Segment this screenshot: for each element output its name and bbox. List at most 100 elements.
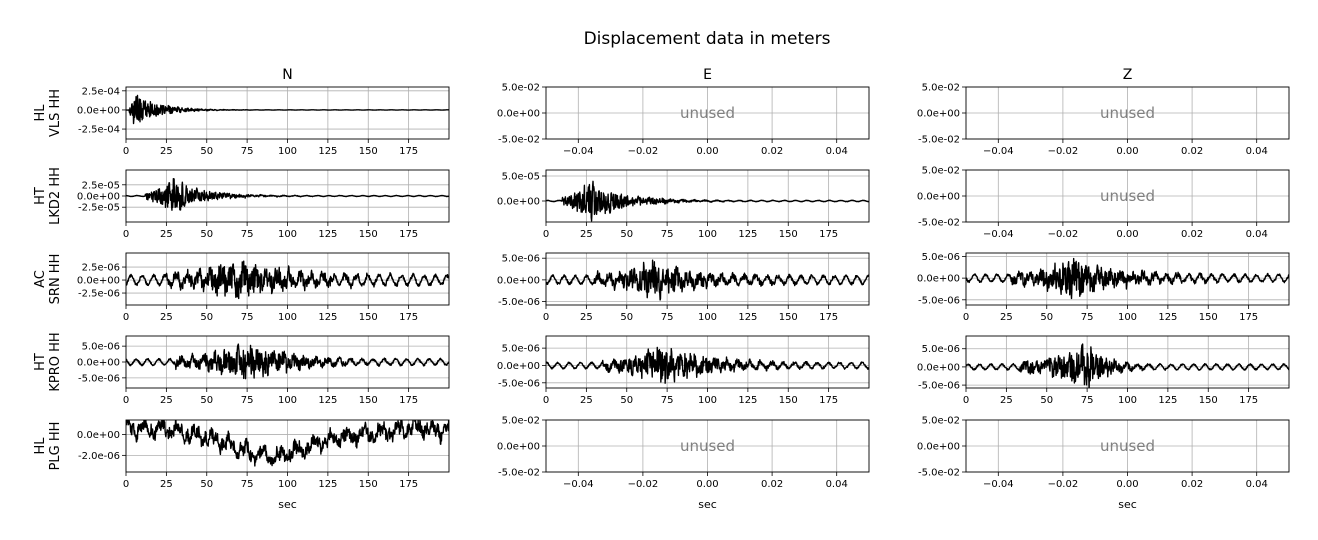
x-tick-label: 175 bbox=[819, 312, 838, 323]
x-tick-label: 125 bbox=[1158, 312, 1177, 323]
x-tick-label: 175 bbox=[1239, 312, 1258, 323]
x-tick-label: 0.02 bbox=[761, 146, 783, 157]
x-tick-label: 175 bbox=[399, 395, 418, 406]
y-tick-label: -2.5e-05 bbox=[78, 203, 120, 214]
panel-ac-srn-hh-n: 0 25 50 75 100 125 150 175 2.5e-06 0.0e+00 -2.5e-0… bbox=[77, 252, 450, 323]
x-tick-label: 125 bbox=[1158, 395, 1177, 406]
x-tick-label: −0.04 bbox=[983, 146, 1014, 157]
x-tick-label: 50 bbox=[620, 312, 633, 323]
x-tick-label: 75 bbox=[661, 229, 674, 240]
x-tick-label: 100 bbox=[278, 146, 297, 157]
y-tick-label: 0.0e+00 bbox=[77, 358, 120, 369]
x-tick-label: 125 bbox=[738, 312, 757, 323]
x-tick-label: 0.02 bbox=[761, 479, 783, 490]
x-tick-label: 175 bbox=[819, 395, 838, 406]
x-tick-label: 0.02 bbox=[1181, 229, 1203, 240]
x-tick-label: −0.02 bbox=[1048, 146, 1079, 157]
waveform-line bbox=[126, 94, 449, 125]
y-tick-label: 5.0e-02 bbox=[502, 83, 540, 94]
panel-ht-kpro-hh-z: 0 25 50 75 100 125 150 175 5.0e-06 0.0e+00 -5.0e-0… bbox=[917, 335, 1290, 406]
y-tick-label: 2.5e-04 bbox=[82, 86, 120, 97]
x-tick-label: 25 bbox=[160, 312, 173, 323]
x-tick-label: 125 bbox=[318, 395, 337, 406]
x-tick-label: 50 bbox=[200, 395, 213, 406]
x-tick-label: 50 bbox=[200, 146, 213, 157]
x-tick-label: 0.00 bbox=[1116, 229, 1138, 240]
y-tick-label: 5.0e-02 bbox=[922, 83, 960, 94]
y-tick-label: 0.0e+00 bbox=[77, 430, 120, 441]
x-tick-label: 175 bbox=[399, 479, 418, 490]
x-tick-label: 75 bbox=[1081, 312, 1094, 323]
y-tick-label: -5.0e-02 bbox=[498, 135, 540, 146]
y-tick-label: -5.0e-02 bbox=[918, 135, 960, 146]
row-label-line: HL bbox=[33, 104, 48, 122]
x-tick-label: 25 bbox=[1000, 395, 1013, 406]
x-tick-label: 125 bbox=[318, 479, 337, 490]
y-tick-label: -5.0e-06 bbox=[498, 378, 540, 389]
y-tick-label: 2.5e-06 bbox=[82, 263, 120, 274]
x-tick-label: 0.02 bbox=[1181, 479, 1203, 490]
x-tick-label: 50 bbox=[620, 395, 633, 406]
x-tick-label: 150 bbox=[359, 146, 378, 157]
x-tick-label: 125 bbox=[738, 229, 757, 240]
y-tick-label: -2.5e-06 bbox=[78, 289, 120, 300]
figure-title: Displacement data in meters bbox=[584, 29, 831, 49]
x-tick-label: 50 bbox=[200, 479, 213, 490]
x-tick-label: 75 bbox=[241, 395, 254, 406]
waveform-line bbox=[126, 420, 449, 467]
panel-ht-lkd2-hh-z: unused −0.04 −0.02 0.00 0.02 0.04 5.0e-02 0.0e+… bbox=[917, 166, 1290, 240]
y-tick-label: -5.0e-06 bbox=[918, 381, 960, 392]
x-tick-label: 125 bbox=[318, 229, 337, 240]
x-tick-label: 100 bbox=[278, 312, 297, 323]
waveform-line bbox=[126, 260, 449, 300]
waveform-line bbox=[966, 257, 1289, 300]
panel-ac-srn-hh-z: 0 25 50 75 100 125 150 175 5.0e-06 0.0e+00 -5.0e-0… bbox=[917, 252, 1290, 323]
waveform-line bbox=[126, 177, 449, 211]
row-label-line: AC bbox=[33, 270, 48, 288]
column-title-e: E bbox=[703, 67, 712, 83]
y-tick-label: -2.5e-04 bbox=[78, 125, 120, 136]
row-label-line: HT bbox=[33, 353, 48, 371]
x-tick-label: 175 bbox=[399, 146, 418, 157]
waveform-line bbox=[546, 180, 869, 222]
y-tick-label: 5.0e-02 bbox=[922, 416, 960, 427]
panel-ac-srn-hh-e: 0 25 50 75 100 125 150 175 5.0e-06 0.0e+00 -5.0e-0… bbox=[497, 252, 870, 323]
panel-ht-kpro-hh-n: 0 25 50 75 100 125 150 175 5.0e-06 0.0e+00 -5.0e-0… bbox=[77, 335, 450, 406]
y-tick-label: 0.0e+00 bbox=[77, 192, 120, 203]
x-tick-label: 0.04 bbox=[1246, 229, 1268, 240]
y-tick-label: 5.0e-06 bbox=[502, 254, 540, 265]
panel-hl-vls-hh-e: unused −0.04 −0.02 0.00 0.02 0.04 5.0e-02 0.0e+… bbox=[497, 83, 870, 157]
x-tick-label: 50 bbox=[620, 229, 633, 240]
y-tick-label: 0.0e+00 bbox=[497, 197, 540, 208]
x-tick-label: −0.04 bbox=[563, 479, 594, 490]
y-tick-label: 0.0e+00 bbox=[497, 442, 540, 453]
x-tick-label: 0 bbox=[963, 312, 969, 323]
x-tick-label: 75 bbox=[1081, 395, 1094, 406]
y-tick-label: -5.0e-02 bbox=[918, 468, 960, 479]
x-tick-label: 25 bbox=[1000, 312, 1013, 323]
y-tick-label: 0.0e+00 bbox=[917, 274, 960, 285]
y-tick-label: -5.0e-02 bbox=[498, 468, 540, 479]
y-tick-label: 0.0e+00 bbox=[917, 442, 960, 453]
x-tick-label: 175 bbox=[399, 229, 418, 240]
x-tick-label: 50 bbox=[200, 312, 213, 323]
y-tick-label: 0.0e+00 bbox=[917, 109, 960, 120]
x-tick-label: 50 bbox=[1040, 395, 1053, 406]
row-label-1: HT LKD2 HH bbox=[33, 167, 63, 225]
x-tick-label: 0 bbox=[543, 229, 549, 240]
x-tick-label: −0.04 bbox=[983, 229, 1014, 240]
x-tick-label: 125 bbox=[318, 312, 337, 323]
x-tick-label: 75 bbox=[661, 312, 674, 323]
x-tick-label: 0 bbox=[123, 395, 129, 406]
y-tick-label: -5.0e-06 bbox=[918, 295, 960, 306]
column-title-z: Z bbox=[1123, 67, 1133, 83]
x-tick-label: 150 bbox=[1199, 395, 1218, 406]
x-tick-label: 150 bbox=[1199, 312, 1218, 323]
y-tick-label: 0.0e+00 bbox=[917, 192, 960, 203]
panel-hl-plg-hh-e: unused −0.04 −0.02 0.00 0.02 0.04 5.0e-02 0.0e+… bbox=[497, 416, 870, 490]
x-tick-label: −0.04 bbox=[563, 146, 594, 157]
x-tick-label: 0.00 bbox=[1116, 479, 1138, 490]
y-tick-label: 2.5e-05 bbox=[82, 180, 120, 191]
row-label-line: SRN HH bbox=[48, 254, 63, 305]
row-label-line: HL bbox=[33, 437, 48, 455]
